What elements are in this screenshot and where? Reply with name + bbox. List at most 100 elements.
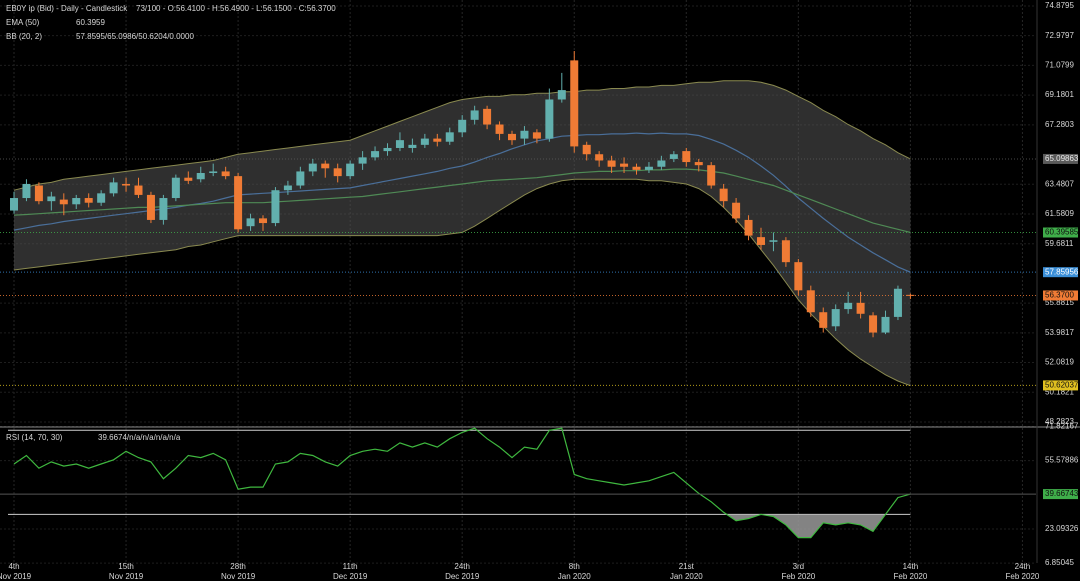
candle-body (296, 171, 305, 186)
y-tick-label: 74.8795 (1045, 1, 1074, 10)
candle-body (308, 163, 317, 172)
candle-body (159, 198, 168, 220)
x-tick-label: Nov 2019 (221, 572, 256, 581)
y-tick-label: 23.09326 (1045, 524, 1079, 533)
y-tick-label: 72.9797 (1045, 31, 1074, 40)
y-tick-label: 50.1821 (1045, 387, 1074, 396)
x-tick-label: Feb 2020 (893, 572, 927, 581)
candle-body (134, 185, 143, 195)
candle-body (644, 166, 653, 170)
candle-body (470, 110, 479, 120)
candle-body (844, 302, 853, 310)
candle-body (881, 316, 890, 333)
marker-box (1043, 267, 1078, 278)
candle-body (283, 185, 292, 191)
candle-body (333, 168, 342, 177)
x-tick-label: 3rd (793, 562, 805, 571)
candle-body (732, 202, 741, 219)
candle-body (707, 165, 716, 186)
x-tick-label: Nov 2019 (109, 572, 144, 581)
candle-body (570, 60, 579, 147)
candle-body (620, 163, 629, 167)
x-tick-label: 4th (8, 562, 19, 571)
candle-body (420, 138, 429, 145)
marker-label: 39.66743 (1045, 489, 1079, 498)
marker-box (1043, 489, 1078, 500)
x-tick-label: 14th (903, 562, 919, 571)
x-tick-label: 11th (343, 562, 358, 571)
candle-body (657, 160, 666, 167)
candle-body (669, 154, 678, 159)
y-tick-label: 71.0799 (1045, 60, 1074, 69)
marker-box (1043, 227, 1078, 238)
candle-body (196, 173, 205, 180)
candle-body (545, 99, 554, 139)
candle-body (171, 177, 180, 199)
candle-body (856, 302, 865, 314)
rsi-line (13, 427, 911, 539)
candle-body (520, 130, 529, 139)
candle-body (246, 218, 255, 227)
ema-value: 60.3959 (76, 18, 105, 27)
candle-body (47, 196, 56, 202)
candle-body (893, 288, 902, 317)
candle-body (831, 309, 840, 327)
candle-body (395, 140, 404, 148)
candle-body (595, 154, 604, 161)
candle-body (781, 240, 790, 263)
y-tick-label: 53.9817 (1045, 328, 1074, 337)
candle-body (769, 240, 778, 242)
candle-body (84, 198, 93, 203)
marker-label: 60.39585 (1045, 228, 1079, 237)
y-tick-label: 59.6811 (1045, 239, 1074, 248)
y-tick-label: 55.8815 (1045, 298, 1074, 307)
y-tick-label: 6.85045 (1045, 558, 1074, 567)
candle-body (869, 315, 878, 333)
candle-body (433, 138, 442, 142)
candle-body (271, 190, 280, 224)
rsi-label: RSI (14, 70, 30) (6, 433, 63, 442)
x-tick-label: 28th (230, 562, 246, 571)
candle-body (906, 294, 915, 296)
candle-body (582, 144, 591, 155)
x-tick-label: Dec 2019 (333, 572, 368, 581)
candle-body (532, 132, 541, 139)
candle-body (122, 183, 131, 186)
candle-body (744, 219, 753, 236)
x-tick-label: Dec 2019 (445, 572, 480, 581)
x-tick-label: 24th (454, 562, 470, 571)
candle-body (259, 218, 267, 224)
candle-body (234, 176, 243, 230)
y-tick-label: 55.57886 (1045, 456, 1079, 465)
candle-body (719, 188, 728, 202)
candle-body (483, 108, 492, 125)
candle-body (794, 262, 803, 291)
y-tick-label: 63.4807 (1045, 179, 1074, 188)
ema-label: EMA (50) (6, 18, 40, 27)
candle-body (557, 90, 566, 100)
candle-body (346, 163, 355, 177)
x-tick-label: 15th (118, 562, 134, 571)
candle-body (819, 312, 828, 328)
x-tick-label: Jan 2020 (670, 572, 703, 581)
candle-body (508, 133, 516, 141)
candle-body (184, 177, 193, 181)
marker-box (1043, 380, 1078, 391)
candle-body (358, 157, 367, 164)
plot-area (0, 50, 1036, 539)
y-tick-label: 61.5809 (1045, 209, 1074, 218)
candle-body (383, 147, 392, 152)
candle-body (445, 132, 454, 142)
x-tick-label: Nov 2019 (0, 572, 32, 581)
candle-body (495, 124, 504, 134)
x-tick-label: Feb 2020 (781, 572, 815, 581)
candle-body (72, 198, 81, 205)
candle-body (607, 160, 616, 167)
y-tick-label: 69.1801 (1045, 90, 1074, 99)
candle-body (34, 185, 43, 202)
rsi-shade (14, 514, 911, 538)
band-upper (13, 80, 911, 191)
x-tick-label: Feb 2020 (1006, 572, 1040, 581)
